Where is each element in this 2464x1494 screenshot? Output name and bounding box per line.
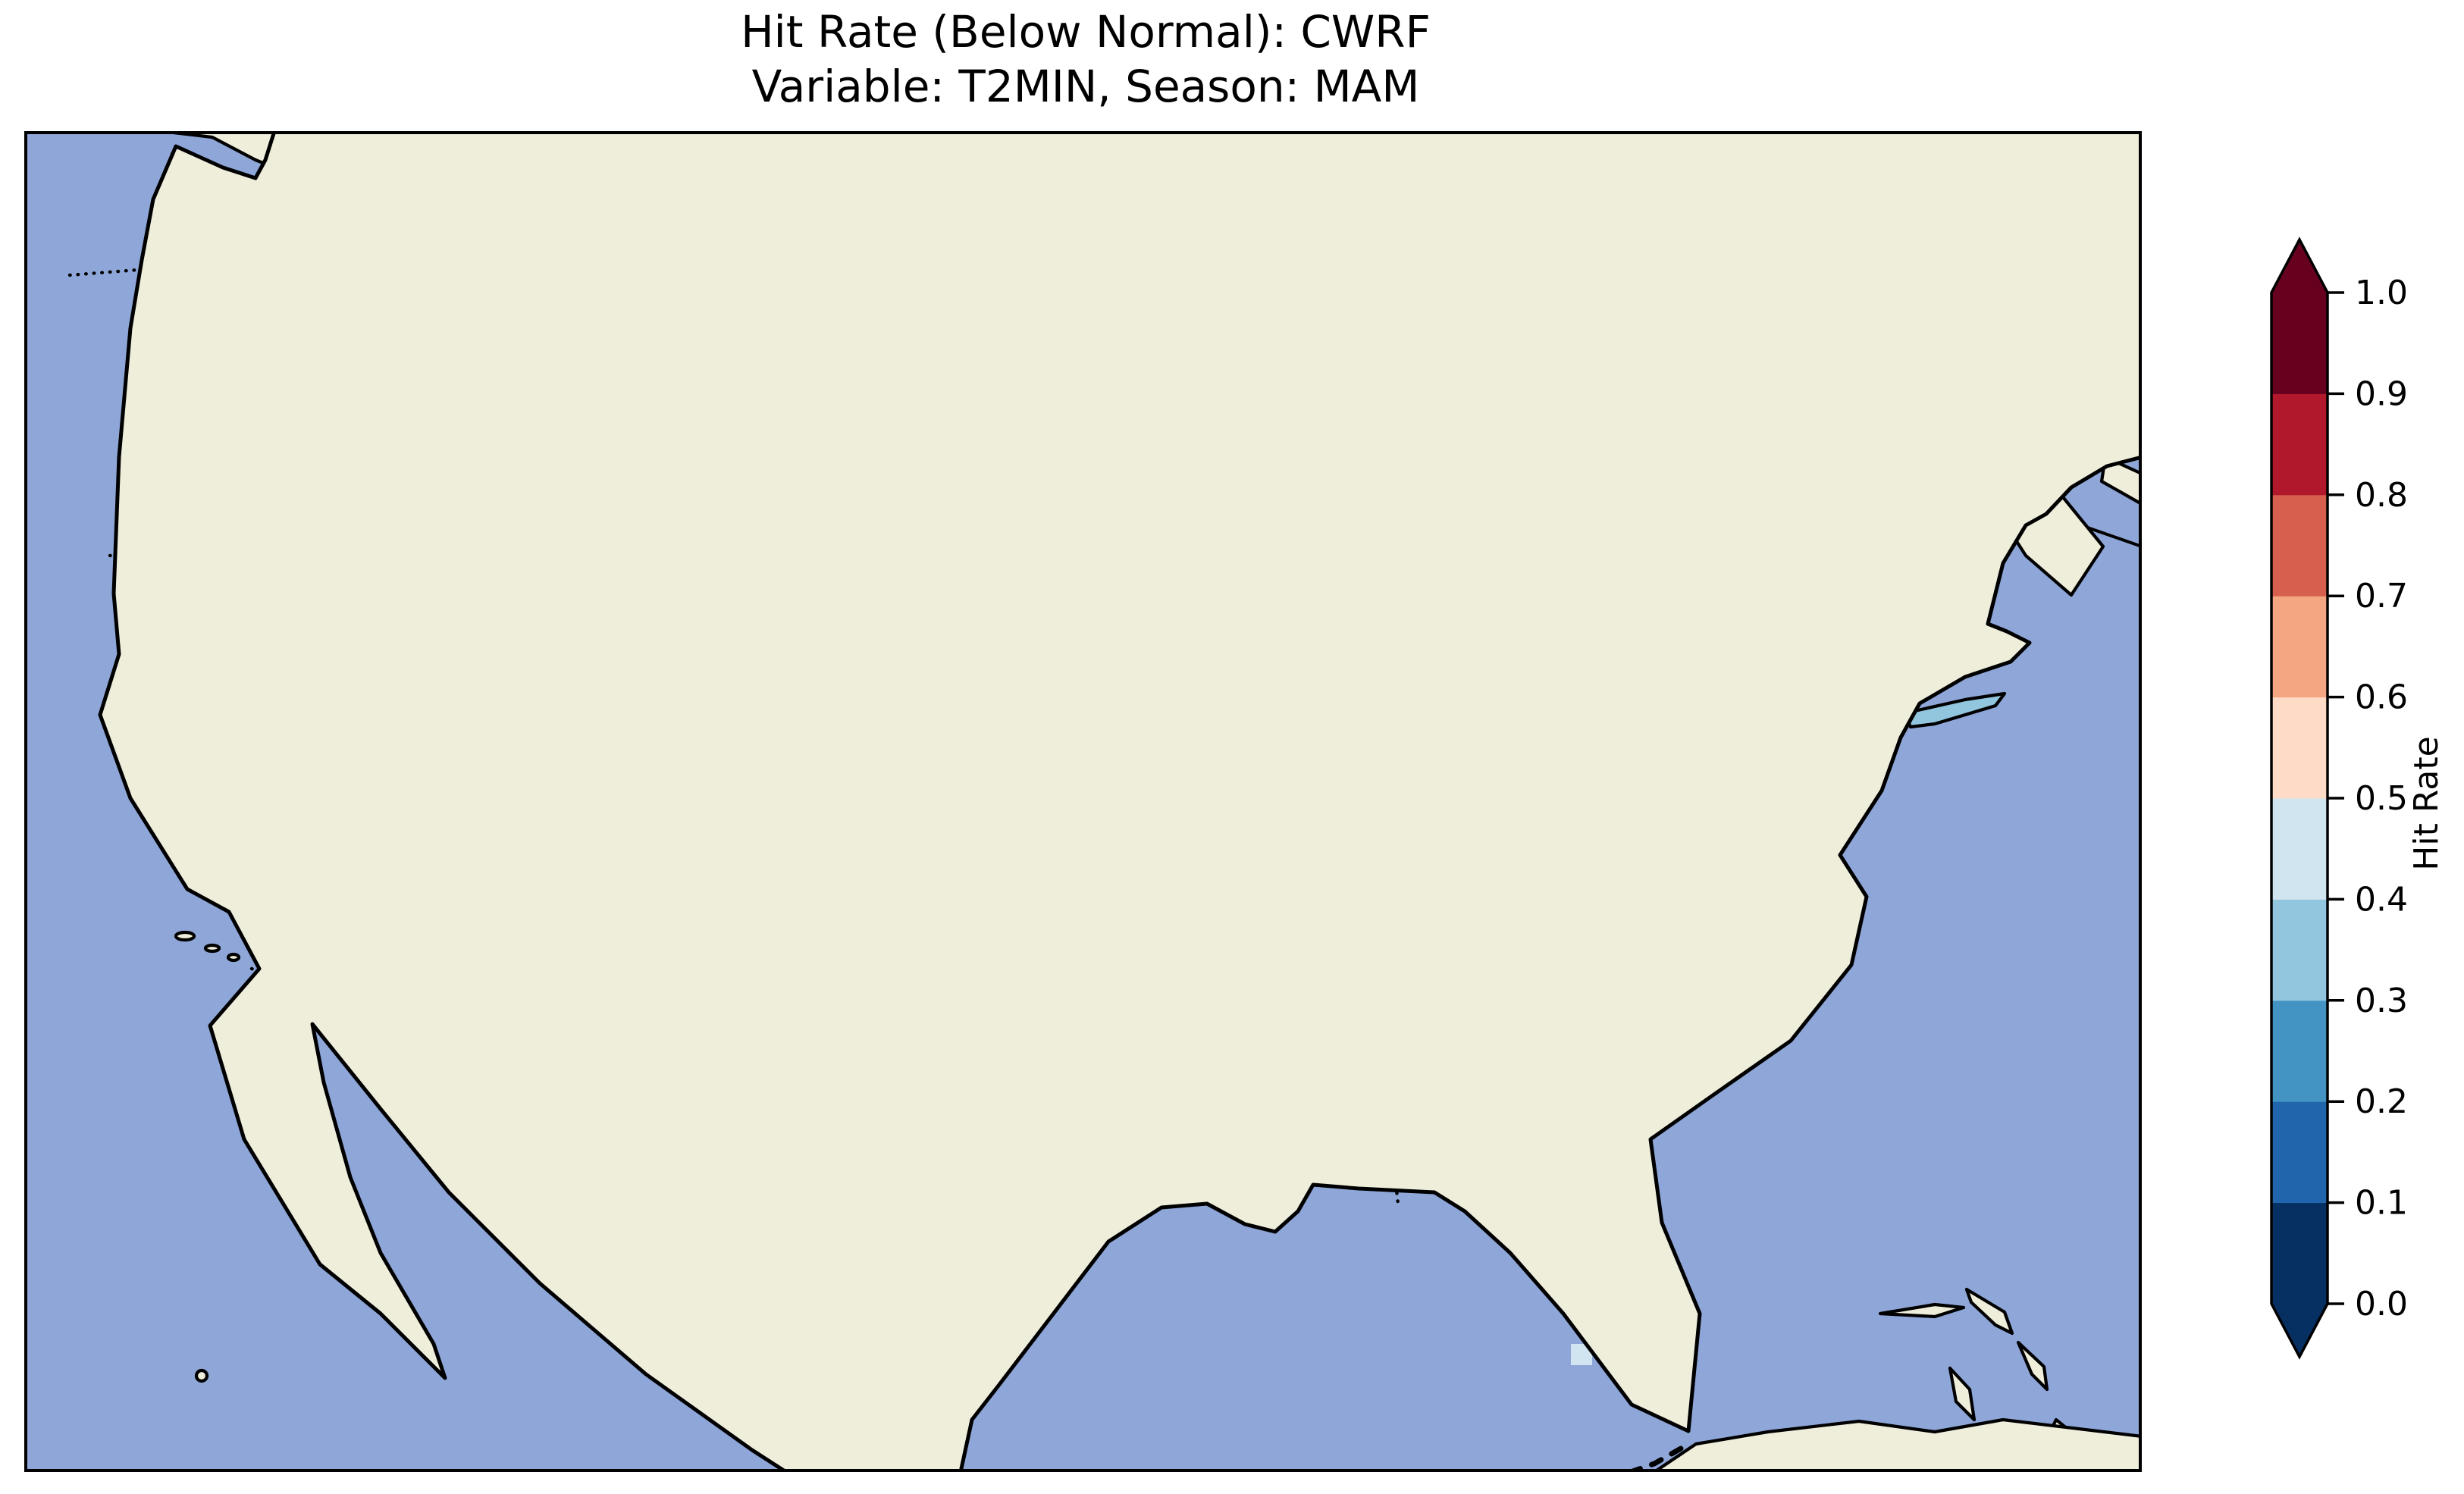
colorbar-tick-label: 0.4 <box>2355 880 2408 919</box>
colorbar-bin-0.0-0.1 <box>2271 1203 2328 1305</box>
colorbar-tick-label: 0.8 <box>2355 476 2408 515</box>
map-canvas <box>24 131 2142 1472</box>
title-line-1: Hit Rate (Below Normal): CWRF <box>328 5 1844 59</box>
map-axes <box>24 131 2142 1472</box>
colorbar-bin-0.6-0.7 <box>2271 596 2328 697</box>
figure-title: Hit Rate (Below Normal): CWRF Variable: … <box>328 5 1844 114</box>
colorbar-tick-label: 0.1 <box>2355 1184 2408 1223</box>
figure-canvas: Hit Rate (Below Normal): CWRF Variable: … <box>0 0 2464 1494</box>
channel-island-3 <box>228 954 239 960</box>
colorbar-bin-0.5-0.6 <box>2271 697 2328 799</box>
colorbar-tick-label: 0.0 <box>2355 1285 2408 1323</box>
colorbar-tick-label: 0.6 <box>2355 678 2408 717</box>
colorbar-bin-0.9-1.0 <box>2271 293 2328 394</box>
colorbar-extend-under-arrow <box>2271 1304 2328 1357</box>
colorbar-axis-label: Hit Rate <box>2407 736 2446 870</box>
guadalupe-island <box>196 1370 207 1381</box>
channel-island-2 <box>205 945 219 951</box>
colorbar-tick-label: 0.5 <box>2355 779 2408 818</box>
colorbar-tick-label: 1.0 <box>2355 274 2408 312</box>
colorbar-bin-0.2-0.3 <box>2271 1001 2328 1102</box>
colorbar-ticks: 1.0 0.9 0.8 0.7 0.6 0.5 0.4 0.3 0.2 0.1 0.0 <box>2328 274 2408 1323</box>
colorbar-tick-label: 0.2 <box>2355 1082 2408 1121</box>
colorbar-tick-label: 0.3 <box>2355 982 2408 1020</box>
colorbar-segments <box>2271 293 2328 1305</box>
colorbar-extend-over-arrow <box>2271 240 2328 293</box>
colorbar-tick-label: 0.9 <box>2355 374 2408 413</box>
colorbar-bin-0.8-0.9 <box>2271 393 2328 495</box>
colorbar-tick-label: 0.7 <box>2355 577 2408 615</box>
colorbar: 1.0 0.9 0.8 0.7 0.6 0.5 0.4 0.3 0.2 0.1 0.0 Hit Ra… <box>2176 189 2464 1478</box>
colorbar-bin-0.1-0.2 <box>2271 1101 2328 1203</box>
title-line-2: Variable: T2MIN, Season: MAM <box>328 59 1844 114</box>
channel-island-1 <box>176 932 194 940</box>
colorbar-bin-0.4-0.5 <box>2271 798 2328 900</box>
colorbar-bin-0.3-0.4 <box>2271 899 2328 1001</box>
colorbar-bin-0.7-0.8 <box>2271 495 2328 597</box>
